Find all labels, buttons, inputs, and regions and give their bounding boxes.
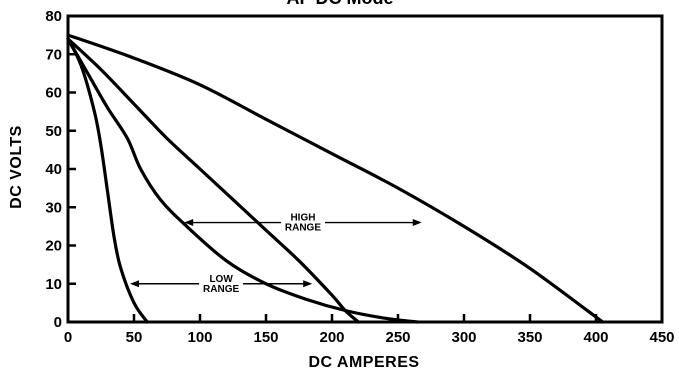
- curve-line-3: [66, 37, 360, 324]
- arrowhead-left: [184, 219, 194, 227]
- curve-line-2: [66, 37, 420, 324]
- x-tick-label: 350: [517, 329, 542, 346]
- range-label: LOW: [209, 274, 233, 285]
- y-tick-label: 0: [54, 314, 62, 331]
- y-tick-label: 30: [45, 199, 62, 216]
- x-tick-label: 250: [385, 329, 410, 346]
- y-tick-label: 50: [45, 123, 62, 140]
- y-tick-label: 10: [45, 276, 62, 293]
- y-axis-title: DC VOLTS: [8, 125, 25, 209]
- x-tick-label: 50: [126, 329, 143, 346]
- range-label: RANGE: [203, 284, 239, 295]
- y-tick-label: 20: [45, 238, 62, 255]
- x-tick-label: 0: [64, 329, 72, 346]
- range-label: HIGH: [290, 213, 315, 224]
- y-tick-label: 80: [45, 8, 62, 25]
- x-tick-label: 400: [583, 329, 608, 346]
- arrowhead-left: [130, 280, 140, 288]
- x-axis-title: DC AMPERES: [308, 354, 419, 371]
- arrowhead-right: [412, 219, 422, 227]
- x-tick-label: 150: [253, 329, 278, 346]
- x-tick-label: 450: [649, 329, 674, 346]
- curve-line-1: [66, 37, 149, 324]
- range-label: RANGE: [285, 223, 321, 234]
- axis-ticks: 0 50 100 150 200 250 300 350 400 450 0 10 20 30 40 50 60…: [45, 8, 674, 346]
- curves: [66, 33, 605, 324]
- y-tick-label: 40: [45, 161, 62, 178]
- arrowhead-right: [303, 280, 313, 288]
- chart-title: AF DC Mode: [287, 0, 394, 8]
- curve-line-4: [66, 33, 605, 324]
- x-tick-label: 100: [187, 329, 212, 346]
- y-tick-label: 70: [45, 46, 62, 63]
- plot-frame: [66, 14, 664, 324]
- x-tick-label: 300: [451, 329, 476, 346]
- x-tick-label: 200: [319, 329, 344, 346]
- y-tick-label: 60: [45, 85, 62, 102]
